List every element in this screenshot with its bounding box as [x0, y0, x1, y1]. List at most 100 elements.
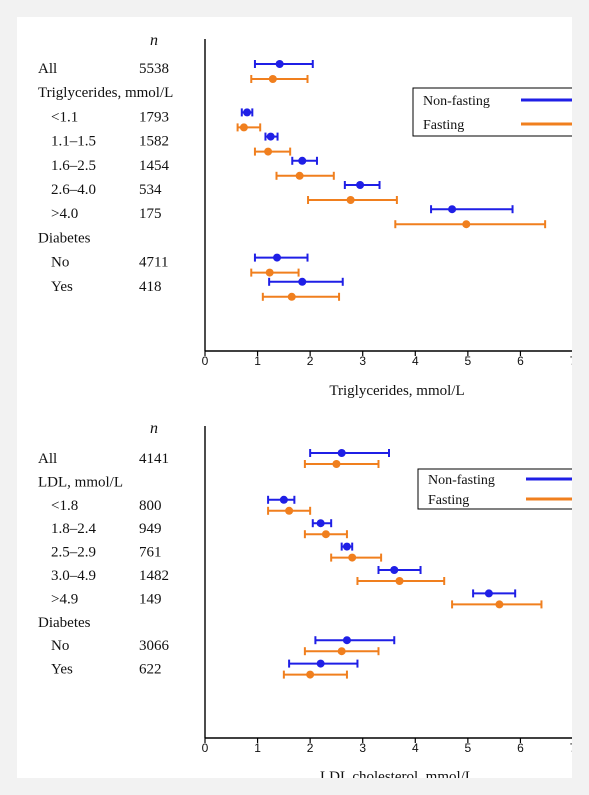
- fasting-mean-point: [348, 553, 357, 562]
- x-tick-label: 4: [412, 354, 419, 368]
- fasting-errorbar: [275, 171, 335, 180]
- non-fasting-mean-point: [275, 60, 284, 68]
- non-fasting-mean-point: [279, 495, 288, 504]
- fasting-errorbar: [307, 196, 398, 204]
- non-fasting-mean-point: [484, 589, 493, 598]
- row-label: All: [38, 451, 57, 467]
- non-fasting-mean-point: [298, 156, 307, 165]
- non-fasting-mean-point: [342, 542, 351, 551]
- fasting-mean-point: [495, 600, 504, 609]
- forest-plots-svg: 0 1 2 3 4 5 6 7 Triglycerides, mmol/L n All 5538 Tri…: [38, 32, 572, 778]
- row-label: >4.9: [51, 591, 78, 607]
- x-tick-label: 1: [254, 354, 261, 368]
- non-fasting-errorbar: [268, 277, 344, 286]
- fasting-mean-point: [287, 292, 296, 301]
- legend-box-1: [417, 468, 572, 510]
- non-fasting-errorbar: [430, 205, 514, 214]
- fasting-mean-point: [337, 647, 346, 656]
- fasting-mean-point: [268, 75, 277, 83]
- legend-box-0: [412, 87, 572, 137]
- fasting-mean-point: [462, 220, 471, 229]
- legend-label: Fasting: [423, 118, 464, 133]
- fasting-errorbar: [303, 530, 348, 539]
- legend-label: Fasting: [428, 493, 469, 508]
- fasting-errorbar: [282, 670, 348, 679]
- fasting-errorbar: [394, 220, 547, 229]
- non-fasting-mean-point: [342, 636, 351, 645]
- non-fasting-mean-point: [298, 277, 307, 286]
- legend-label: Non-fasting: [423, 94, 490, 109]
- x-tick-label: 7: [570, 741, 572, 755]
- n-column-header: n: [150, 32, 158, 49]
- fasting-errorbar: [236, 123, 262, 132]
- fasting-mean-point: [285, 506, 294, 515]
- non-fasting-errorbar: [314, 636, 396, 645]
- row-n-value: 1482: [139, 568, 169, 584]
- row-label: 1.8–2.4: [51, 521, 97, 537]
- fasting-mean-point: [346, 196, 355, 204]
- row-label: 2.5–2.9: [51, 545, 96, 561]
- row-label: 1.6–2.5: [51, 158, 96, 174]
- non-fasting-errorbar: [472, 589, 517, 598]
- fasting-errorbar: [250, 75, 309, 83]
- fasting-mean-point: [332, 460, 341, 468]
- legend-label: Non-fasting: [428, 473, 495, 488]
- fasting-mean-point: [265, 268, 274, 277]
- row-n-value: 949: [139, 521, 162, 537]
- non-fasting-errorbar: [264, 132, 279, 141]
- x-tick-label: 2: [307, 354, 314, 368]
- row-n-value: 534: [139, 182, 162, 198]
- fasting-errorbar: [303, 460, 380, 468]
- fasting-errorbar: [451, 600, 543, 609]
- row-label: 2.6–4.0: [51, 182, 96, 198]
- row-n-value: 622: [139, 662, 162, 678]
- x-tick-label: 7: [570, 354, 572, 368]
- non-fasting-mean-point: [243, 108, 252, 117]
- non-fasting-mean-point: [273, 253, 282, 262]
- fasting-errorbar: [303, 647, 380, 656]
- row-n-value: 5538: [139, 61, 169, 77]
- x-tick-label: 4: [412, 741, 419, 755]
- row-n-value: 3066: [139, 638, 170, 654]
- fasting-mean-point: [321, 530, 330, 539]
- x-tick-label: 6: [517, 741, 524, 755]
- n-column-header: n: [150, 420, 158, 437]
- fasting-errorbar: [267, 506, 312, 515]
- fasting-mean-point: [295, 171, 304, 180]
- non-fasting-errorbar: [288, 659, 359, 668]
- non-fasting-errorbar: [309, 449, 390, 457]
- x-tick-label: 0: [202, 354, 209, 368]
- row-n-value: 175: [139, 206, 162, 222]
- row-label: LDL, mmol/L: [38, 474, 123, 490]
- non-fasting-mean-point: [337, 449, 346, 457]
- x-axis-label: LDL cholesterol, mmol/L: [320, 769, 474, 778]
- non-fasting-mean-point: [266, 132, 275, 141]
- row-label: 3.0–4.9: [51, 568, 96, 584]
- non-fasting-errorbar: [267, 495, 296, 504]
- row-n-value: 1454: [139, 158, 170, 174]
- row-n-value: 4141: [139, 451, 169, 467]
- x-tick-label: 1: [254, 741, 261, 755]
- non-fasting-mean-point: [448, 205, 457, 214]
- row-label: 1.1–1.5: [51, 134, 96, 150]
- row-label: Yes: [51, 662, 73, 678]
- non-fasting-mean-point: [356, 181, 365, 189]
- non-fasting-mean-point: [390, 566, 399, 574]
- fasting-errorbar: [356, 577, 446, 585]
- fasting-mean-point: [239, 123, 248, 132]
- x-tick-label: 6: [517, 354, 524, 368]
- row-n-value: 4711: [139, 255, 168, 271]
- non-fasting-errorbar: [240, 108, 254, 117]
- row-label: <1.1: [51, 109, 78, 125]
- fasting-errorbar: [330, 553, 383, 562]
- row-label: All: [38, 61, 57, 77]
- non-fasting-errorbar: [340, 542, 354, 551]
- row-n-value: 149: [139, 591, 162, 607]
- row-n-value: 761: [139, 545, 162, 561]
- row-label: Yes: [51, 279, 73, 295]
- non-fasting-errorbar: [253, 253, 309, 262]
- x-tick-label: 0: [202, 741, 209, 755]
- fasting-errorbar: [261, 292, 341, 301]
- row-label: Diabetes: [38, 230, 91, 246]
- non-fasting-errorbar: [343, 181, 381, 189]
